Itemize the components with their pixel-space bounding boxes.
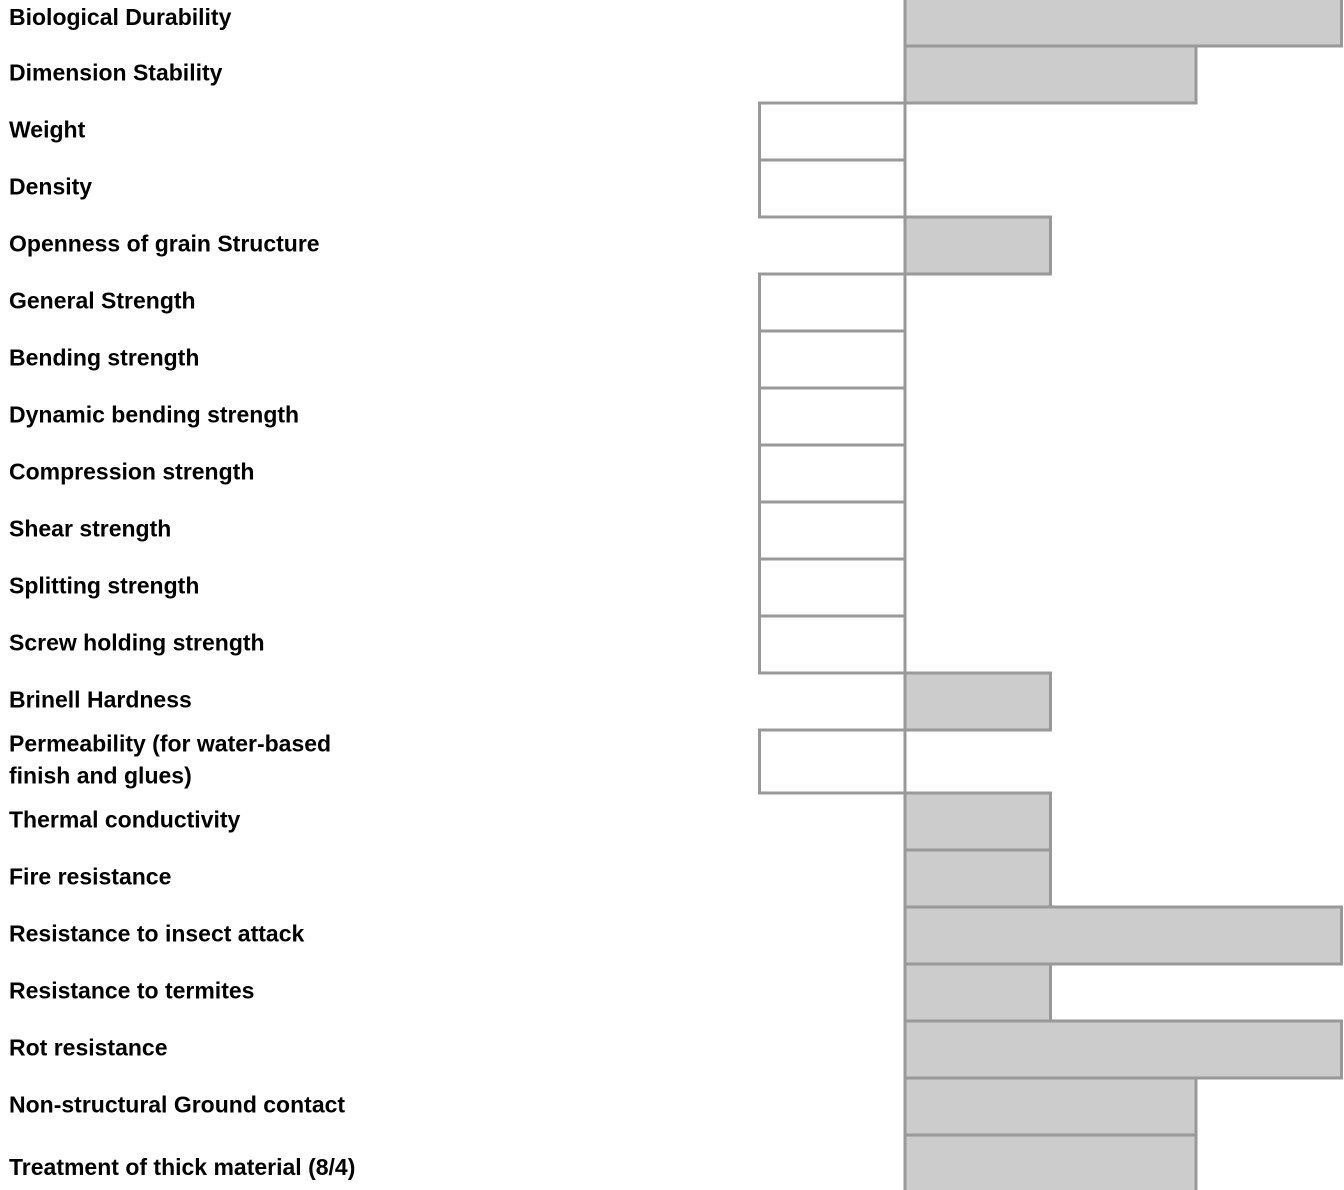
category-label-8: Compression strength: [9, 459, 254, 485]
category-label-18: Rot resistance: [9, 1035, 168, 1061]
bar-1: [903, 44, 1198, 105]
bar-11: [758, 614, 907, 675]
bar-10: [758, 557, 907, 618]
category-label-15: Fire resistance: [9, 864, 171, 890]
category-label-12: Brinell Hardness: [9, 687, 192, 713]
category-label-4: Openness of grain Structure: [9, 231, 320, 257]
category-label-6: Bending strength: [9, 345, 199, 371]
bar-5: [758, 272, 907, 333]
category-label-9: Shear strength: [9, 516, 171, 542]
bar-8: [758, 443, 907, 504]
category-label-13: Permeability (for water-based finish and …: [9, 731, 331, 789]
category-label-20: Treatment of thick material (8/4): [9, 1154, 355, 1180]
category-label-14: Thermal conductivity: [9, 807, 241, 833]
bar-19: [903, 1076, 1198, 1137]
category-label-16: Resistance to insect attack: [9, 921, 305, 947]
bar-12: [903, 671, 1052, 732]
bar-14: [903, 791, 1052, 852]
bar-0: [903, 0, 1343, 48]
category-label-19: Non-structural Ground contact: [9, 1092, 345, 1118]
bar-15: [903, 848, 1052, 909]
category-label-0: Biological Durability: [9, 4, 232, 30]
bar-6: [758, 329, 907, 390]
bar-13: [758, 728, 907, 795]
bar-7: [758, 386, 907, 447]
category-label-5: General Strength: [9, 288, 196, 314]
bar-17: [903, 962, 1052, 1023]
category-label-11: Screw holding strength: [9, 630, 265, 656]
category-label-7: Dynamic bending strength: [9, 402, 299, 428]
category-label-2: Weight: [9, 117, 86, 143]
category-labels: Biological Durability Dimension Stability…: [9, 4, 355, 1180]
bar-20: [903, 1133, 1198, 1190]
bar-18: [903, 1019, 1343, 1080]
bar-3: [758, 158, 907, 219]
bar-4: [903, 215, 1052, 276]
category-label-3: Density: [9, 174, 92, 200]
category-label-1: Dimension Stability: [9, 60, 223, 86]
bars-layer: [758, 0, 1343, 1190]
bar-16: [903, 905, 1343, 966]
bar-9: [758, 500, 907, 561]
category-label-17: Resistance to termites: [9, 978, 254, 1004]
bar-2: [758, 101, 907, 162]
category-label-10: Splitting strength: [9, 573, 199, 599]
